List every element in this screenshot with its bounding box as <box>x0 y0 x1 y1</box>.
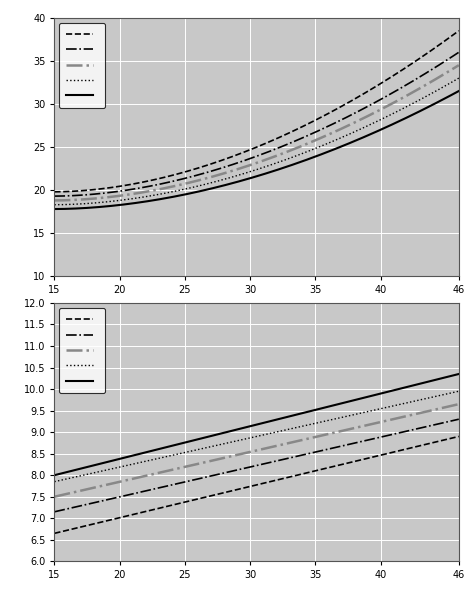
Legend: , , , , : , , , , <box>59 308 105 393</box>
Legend: , , , , : , , , , <box>59 23 105 108</box>
